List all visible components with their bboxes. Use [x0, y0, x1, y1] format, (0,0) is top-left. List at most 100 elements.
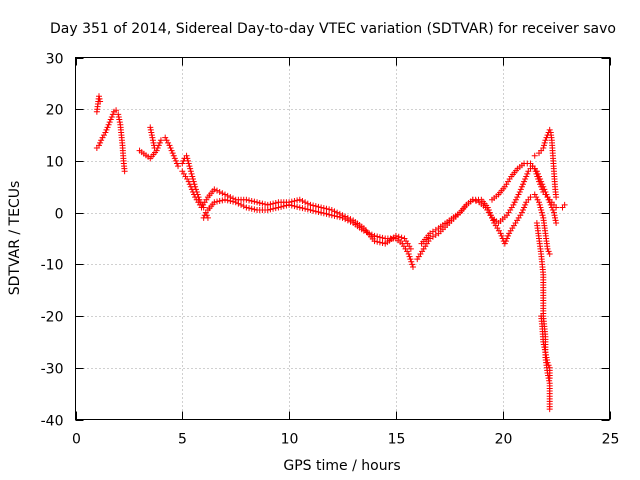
- data-point-marker: [549, 207, 556, 214]
- data-point-marker: [264, 201, 271, 208]
- data-point-marker: [535, 176, 542, 183]
- data-point-marker: [534, 196, 541, 203]
- data-point-marker: [310, 202, 317, 209]
- data-point-marker: [546, 126, 553, 133]
- data-point-marker: [272, 199, 279, 206]
- y-axis-label: SDTVAR / TECUs: [7, 181, 23, 296]
- data-point-marker: [294, 203, 301, 210]
- data-point-marker: [540, 338, 547, 345]
- data-point-marker: [294, 197, 301, 204]
- data-point-marker: [248, 205, 255, 212]
- data-point-marker: [534, 173, 541, 180]
- data-point-marker: [227, 194, 234, 201]
- data-point-marker: [497, 230, 504, 237]
- data-point-marker: [204, 214, 211, 221]
- x-tick-label: 5: [178, 432, 187, 448]
- data-point-marker: [107, 116, 114, 123]
- data-point-marker: [522, 201, 529, 208]
- data-point-marker: [187, 165, 194, 172]
- data-point-marker: [533, 194, 540, 201]
- data-point-marker: [167, 145, 174, 151]
- data-point-marker: [542, 349, 549, 356]
- data-point-marker: [538, 209, 545, 216]
- data-point-marker: [315, 203, 322, 210]
- data-point-marker: [187, 183, 194, 190]
- data-point-marker: [179, 160, 186, 167]
- data-point-marker: [109, 111, 116, 118]
- data-point-marker: [95, 93, 102, 100]
- data-point-marker: [538, 207, 545, 214]
- data-point-marker: [523, 173, 530, 180]
- data-point-marker: [544, 357, 551, 364]
- data-point-marker: [104, 124, 111, 131]
- series-8: [489, 160, 560, 211]
- data-point-marker: [251, 206, 258, 213]
- data-point-marker: [542, 351, 549, 358]
- data-point-marker: [336, 210, 343, 217]
- data-point-marker: [243, 196, 250, 203]
- data-point-marker: [307, 207, 314, 214]
- data-point-marker: [256, 199, 263, 206]
- data-point-marker: [222, 196, 229, 203]
- data-point-marker: [302, 205, 309, 212]
- data-point-marker: [521, 178, 528, 185]
- series-10: [559, 201, 568, 211]
- data-point-marker: [186, 163, 193, 170]
- data-point-marker: [267, 206, 274, 213]
- data-point-marker: [561, 201, 568, 208]
- data-point-marker: [537, 204, 544, 211]
- data-point-marker: [512, 196, 519, 203]
- data-point-marker: [533, 170, 540, 177]
- data-point-marker: [318, 204, 325, 211]
- data-point-marker: [408, 258, 415, 265]
- data-point-marker: [374, 238, 381, 245]
- data-point-marker: [342, 213, 349, 220]
- x-tick-label: 0: [72, 432, 81, 448]
- data-point-marker: [291, 198, 298, 205]
- data-point-marker: [544, 245, 551, 252]
- data-point-marker: [538, 183, 545, 190]
- series-1: [93, 93, 104, 115]
- data-point-marker: [374, 233, 381, 240]
- data-point-marker: [304, 200, 311, 207]
- data-point-marker: [310, 207, 317, 214]
- data-point-marker: [398, 234, 405, 241]
- data-point-marker: [147, 126, 154, 133]
- data-point-marker: [550, 209, 557, 216]
- data-point-marker: [299, 205, 306, 212]
- data-point-marker: [219, 197, 226, 204]
- data-point-marker: [498, 232, 505, 239]
- data-point-marker: [259, 200, 266, 207]
- data-point-marker: [214, 198, 221, 205]
- series-4: [179, 168, 414, 252]
- y-tick-label: 30: [46, 52, 64, 68]
- data-point-marker: [503, 235, 510, 242]
- data-point-marker: [148, 129, 155, 136]
- data-point-marker: [510, 201, 517, 208]
- data-point-marker: [312, 203, 319, 210]
- data-point-marker: [202, 209, 209, 216]
- plot-frame: [75, 57, 610, 420]
- y-tick-label: 10: [46, 155, 64, 171]
- data-point-marker: [532, 168, 539, 175]
- data-point-marker: [108, 113, 115, 120]
- data-point-marker: [540, 145, 547, 151]
- x-tick-label: 10: [281, 432, 299, 448]
- data-point-marker: [328, 207, 335, 214]
- y-tick-label: -20: [41, 310, 64, 326]
- data-point-marker: [96, 95, 103, 102]
- data-point-marker: [166, 142, 173, 149]
- data-point-marker: [407, 245, 414, 252]
- data-point-marker: [405, 251, 412, 258]
- data-point-marker: [171, 155, 178, 162]
- series-11: [533, 219, 553, 413]
- data-point-marker: [515, 191, 522, 198]
- data-point-marker: [531, 152, 538, 159]
- data-point-marker: [211, 199, 218, 206]
- series-6: [414, 191, 553, 263]
- data-point-marker: [165, 139, 172, 146]
- data-point-marker: [347, 216, 354, 223]
- data-point-marker: [267, 201, 274, 208]
- data-point-marker: [519, 207, 526, 214]
- data-point-marker: [188, 186, 195, 193]
